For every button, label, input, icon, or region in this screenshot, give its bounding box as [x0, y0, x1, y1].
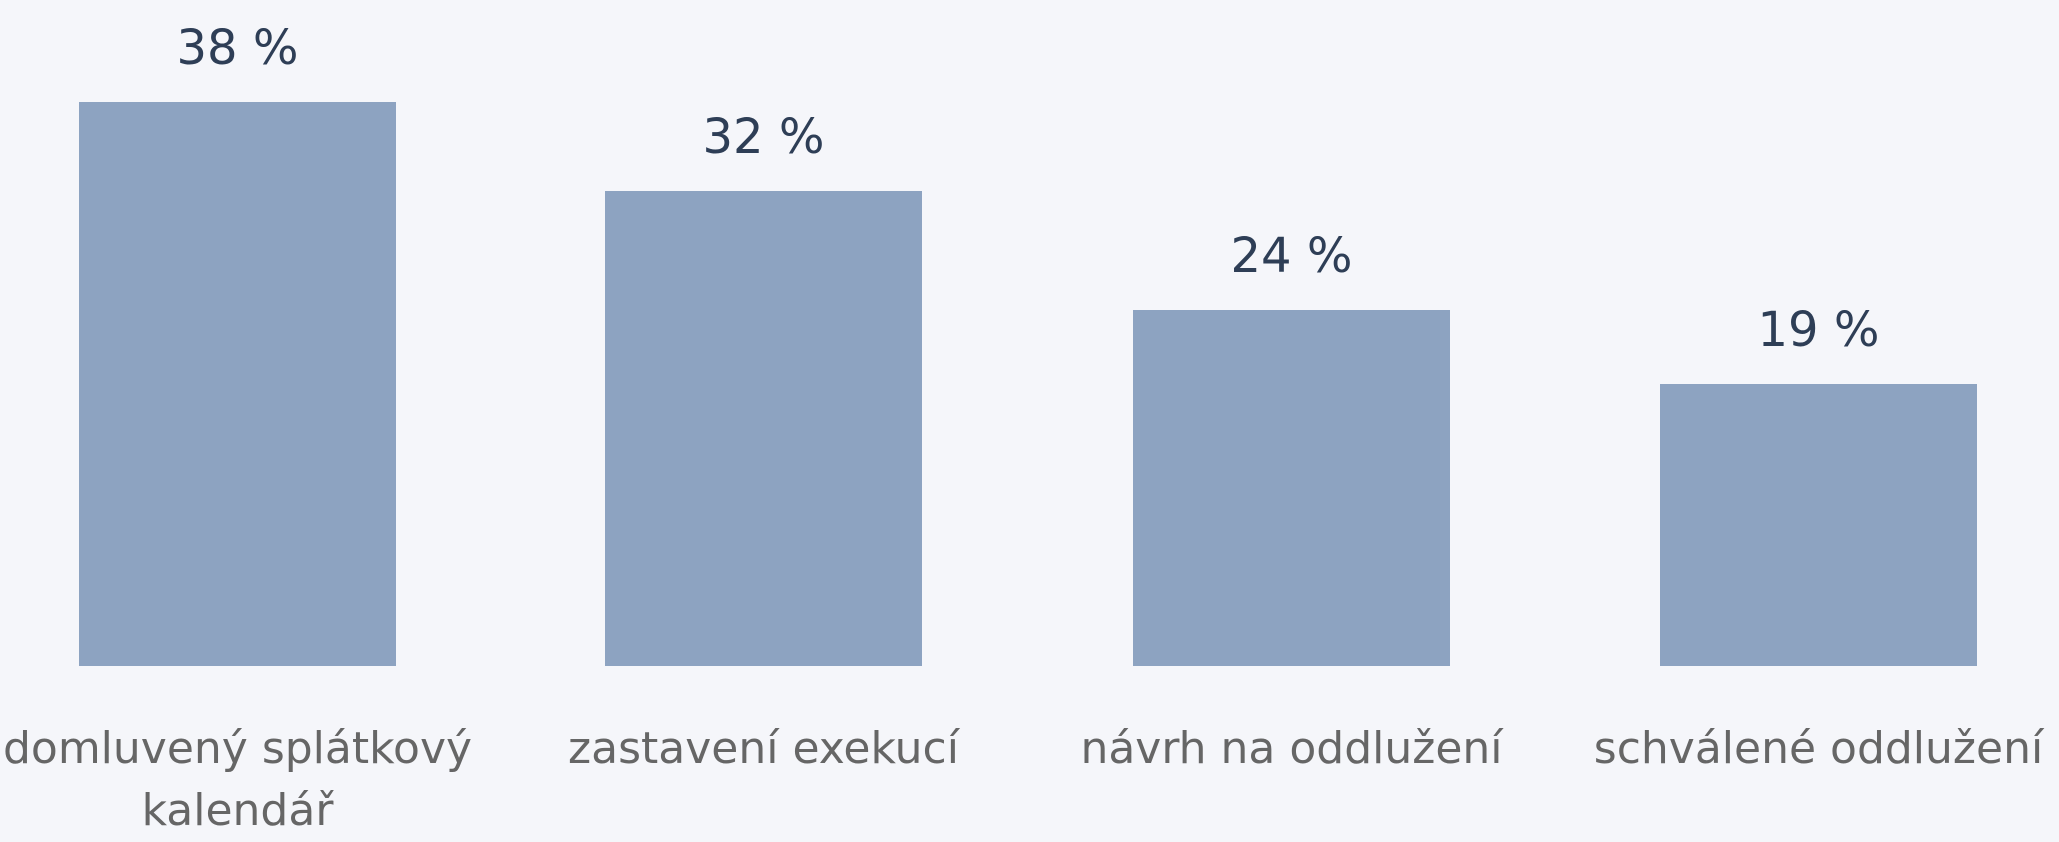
value-label: 32 % [564, 109, 964, 165]
bar [1660, 384, 1977, 666]
category-label: zastavení exekucí [514, 718, 1014, 780]
bar [1133, 310, 1450, 666]
value-label: 38 % [38, 20, 438, 76]
value-label: 24 % [1092, 228, 1492, 284]
category-label: domluvený splátkový kalendář [0, 718, 488, 842]
bar [79, 102, 396, 666]
category-label: návrh na oddlužení [1042, 718, 1542, 780]
bar [605, 191, 922, 666]
category-label: schválené oddlužení [1569, 718, 2059, 780]
value-label: 19 % [1619, 302, 2019, 358]
